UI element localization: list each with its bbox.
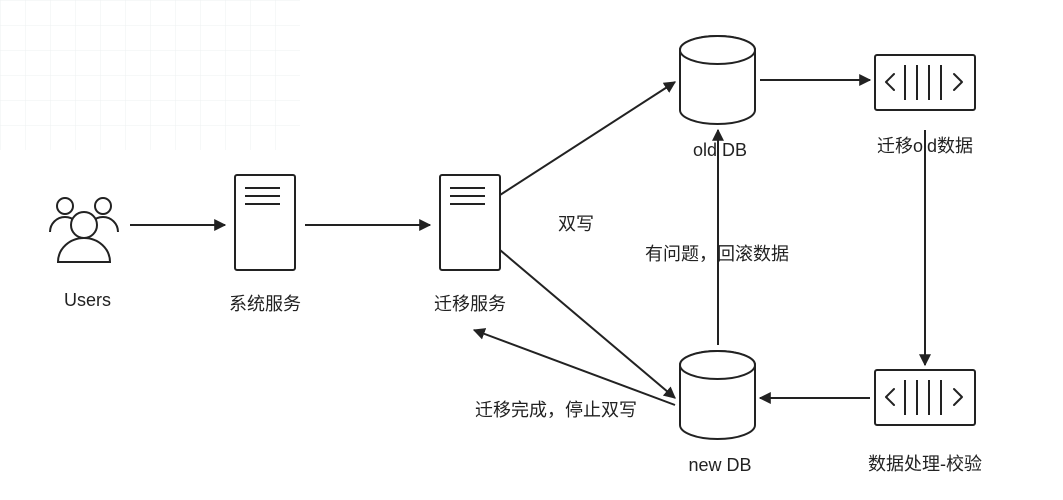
migration-service-icon (440, 175, 500, 270)
edge-migrate-to-olddb (500, 82, 675, 195)
process-check-label: 数据处理-校验 (850, 450, 1000, 476)
new-db-icon (680, 351, 755, 439)
migrate-old-data-icon (875, 55, 975, 110)
process-check-icon (875, 370, 975, 425)
edge-newdb-to-migrate (474, 330, 675, 405)
new-db-label: new DB (665, 455, 775, 476)
migration-service-label: 迁移服务 (415, 290, 525, 316)
old-db-label: old DB (665, 140, 775, 161)
system-service-label: 系统服务 (210, 290, 320, 316)
diagram-canvas: Users 系统服务 迁移服务 old DB new DB 迁移old数据 数据… (0, 0, 1063, 500)
flowchart (0, 0, 1063, 500)
system-service-icon (235, 175, 295, 270)
old-db-icon (680, 36, 755, 124)
users-icon (50, 198, 118, 262)
users-label: Users (30, 290, 145, 311)
rollback-label: 有问题，回滚数据 (645, 240, 789, 266)
edge-migrate-to-newdb (500, 250, 675, 398)
migrate-old-data-label: 迁移old数据 (850, 132, 1000, 158)
dual-write-label: 双写 (558, 210, 594, 236)
migration-done-label: 迁移完成，停止双写 (475, 396, 637, 422)
